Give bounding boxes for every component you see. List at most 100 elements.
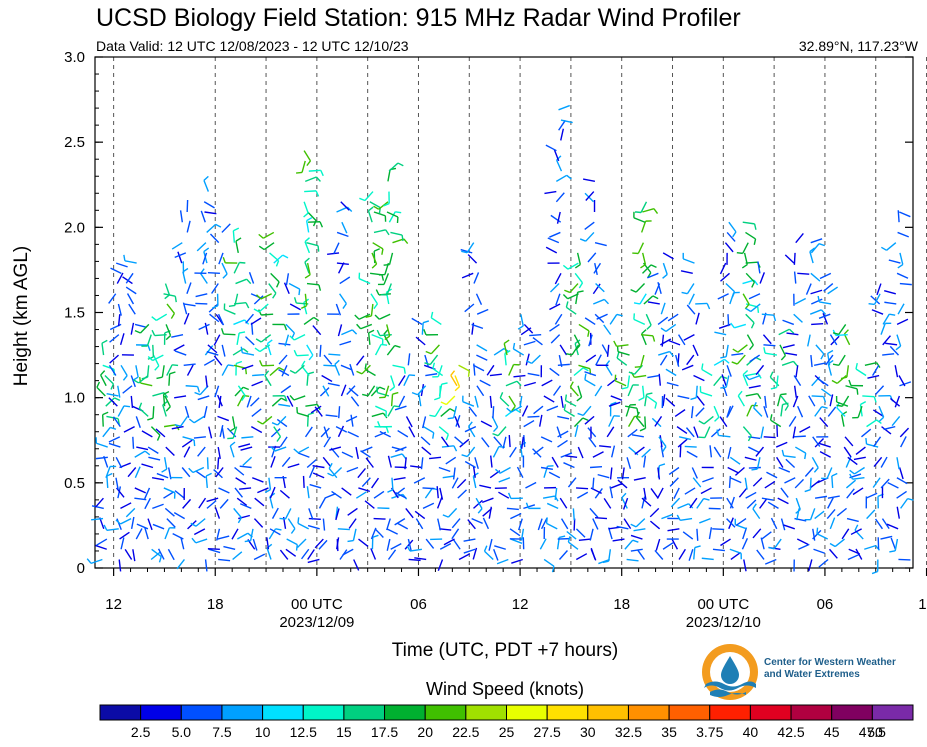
wind-barb-flag: [289, 394, 295, 401]
wind-barb-shaft: [541, 379, 553, 387]
wind-barb-shaft: [117, 405, 125, 417]
wind-barb-shaft: [576, 491, 589, 499]
wind-barb-flag: [517, 325, 524, 330]
wind-barb-shaft: [657, 467, 661, 480]
wind-barb-shaft: [304, 261, 310, 274]
wind-barb-shaft: [594, 488, 603, 499]
wind-barb-flag: [871, 570, 878, 575]
wind-barb-flag: [301, 360, 306, 367]
wind-barb-flag: [559, 535, 566, 539]
wind-barb-flag: [582, 417, 589, 421]
wind-barb-shaft: [132, 549, 136, 562]
wind-barb-shaft: [373, 490, 385, 499]
wind-barb-shaft: [556, 211, 561, 224]
wind-barb-shaft: [367, 332, 371, 345]
wind-barb-shaft: [525, 481, 537, 489]
wind-barb-shaft: [152, 354, 164, 362]
wind-barb-flag: [306, 160, 312, 167]
wind-barb-shaft: [532, 448, 542, 458]
wind-barb-flag: [290, 528, 296, 534]
wind-barb-shaft: [390, 375, 396, 388]
wind-barb-shaft: [686, 354, 695, 366]
wind-barb-shaft: [341, 451, 354, 458]
wind-barb-flag: [293, 349, 298, 356]
wind-barb-flag: [567, 536, 571, 543]
wind-barb-shaft: [897, 231, 910, 238]
wind-barb-shaft: [498, 477, 511, 483]
wind-barb-shaft: [384, 385, 390, 398]
wind-barb-shaft: [617, 351, 630, 356]
wind-barb-shaft: [829, 517, 836, 530]
wind-barb-shaft: [345, 415, 358, 423]
wind-barb-shaft: [403, 374, 410, 387]
wind-barb-flag: [748, 344, 754, 351]
wind-barb-shaft: [323, 354, 333, 365]
wind-barb-flag: [773, 314, 777, 322]
wind-barb-flag: [264, 370, 270, 376]
wind-barb-flag: [468, 421, 473, 428]
wind-barb-shaft: [186, 220, 191, 233]
wind-barb-shaft: [184, 405, 190, 418]
wind-barb-shaft: [152, 354, 160, 367]
wind-barb-flag: [362, 393, 369, 397]
wind-barb-shaft: [116, 272, 124, 284]
wind-barb-shaft: [813, 548, 826, 554]
wind-barb-flag: [563, 404, 567, 411]
wind-barb-shaft: [136, 523, 149, 530]
wind-barb-shaft: [584, 371, 597, 377]
wind-barb-flag: [246, 278, 252, 285]
wind-barb-shaft: [734, 323, 747, 329]
wind-barb-flag: [270, 446, 276, 452]
wind-barb-flag: [566, 352, 573, 356]
wind-barb-shaft: [616, 525, 629, 530]
wind-barb-flag: [632, 539, 639, 543]
wind-barb-shaft: [521, 405, 529, 417]
wind-barb-shaft: [748, 466, 761, 469]
wind-barb-shaft: [746, 499, 757, 509]
wind-barb-shaft: [289, 303, 302, 311]
wind-barb-shaft: [683, 334, 695, 341]
wind-barb-shaft: [633, 217, 646, 223]
wind-barb-shaft: [135, 528, 143, 540]
wind-barb-shaft: [320, 427, 330, 438]
wind-barb-shaft: [814, 495, 828, 499]
wind-barb-shaft: [558, 104, 571, 111]
wind-barb-shaft: [693, 547, 696, 560]
wind-barb-shaft: [156, 472, 169, 479]
wind-barb-shaft: [336, 231, 349, 238]
wind-barb-flag: [832, 363, 840, 366]
wind-barb-flag: [780, 355, 786, 361]
wind-barb-shaft: [847, 553, 860, 561]
wind-barb-shaft: [641, 333, 647, 346]
wind-barb-shaft: [168, 373, 171, 386]
wind-barb-flag: [817, 295, 820, 303]
wind-barb-flag: [393, 405, 400, 408]
wind-barb-shaft: [595, 283, 605, 293]
wind-barb-shaft: [240, 446, 253, 451]
wind-barb-shaft: [674, 354, 680, 367]
wind-barb-shaft: [742, 426, 752, 437]
wind-barb-shaft: [786, 332, 799, 336]
wind-barb-shaft: [793, 385, 798, 398]
wind-barb-shaft: [106, 415, 119, 420]
wind-barb-shaft: [667, 313, 679, 322]
wind-barb-shaft: [297, 522, 309, 530]
wind-barb-shaft: [108, 293, 117, 304]
wind-barb-shaft: [173, 512, 185, 520]
wind-barb-flag: [381, 274, 385, 281]
wind-barb-shaft: [841, 395, 850, 407]
wind-barb-shaft: [323, 426, 329, 439]
wind-barb-shaft: [306, 282, 320, 286]
wind-barb-flag: [239, 261, 246, 264]
wind-barb-shaft: [569, 283, 579, 293]
wind-barb-shaft: [643, 455, 647, 468]
wind-barb-flag: [411, 391, 418, 396]
wind-barb-shaft: [134, 487, 147, 494]
wind-barb-shaft: [340, 384, 347, 397]
wind-barb-shaft: [337, 425, 345, 438]
wind-barb-shaft: [203, 358, 215, 366]
wind-barb-shaft: [383, 273, 390, 285]
wind-barb-flag: [472, 472, 479, 477]
wind-barb-shaft: [233, 319, 245, 326]
wind-barb-shaft: [886, 523, 899, 530]
